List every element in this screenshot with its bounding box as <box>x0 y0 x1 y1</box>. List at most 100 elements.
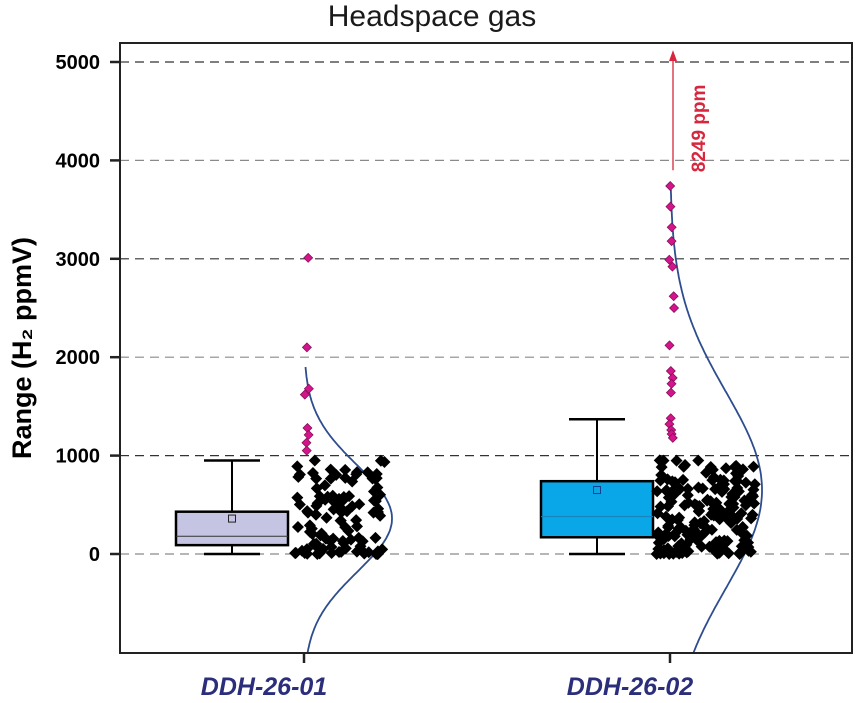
data-point <box>722 547 735 560</box>
data-point <box>719 462 732 475</box>
annotations: 8249 ppm <box>669 50 710 172</box>
data-point <box>725 517 738 530</box>
outlier-point <box>665 387 676 398</box>
outlier-point <box>669 303 680 313</box>
outlier-point <box>664 254 675 265</box>
data-point <box>745 512 758 525</box>
x-tick-label: DDH-26-01 <box>201 673 327 701</box>
data-point <box>337 537 350 550</box>
data-point <box>740 529 753 542</box>
data-point <box>320 511 333 524</box>
data-point <box>728 491 741 504</box>
data-point <box>289 546 302 559</box>
outlier-point <box>667 261 678 272</box>
outlier-point <box>301 437 312 448</box>
outlier-point <box>299 389 310 400</box>
data-point <box>680 546 693 559</box>
data-point <box>303 525 316 538</box>
chart-title: Headspace gas <box>328 0 536 33</box>
outlier-point <box>665 201 676 212</box>
data-point <box>747 460 760 473</box>
box-ddh-26-01 <box>174 459 290 556</box>
y-tick-label: 4000 <box>56 150 101 172</box>
data-point <box>652 536 665 549</box>
data-point <box>692 454 705 467</box>
data-point <box>713 546 726 559</box>
outlier-point <box>666 222 677 233</box>
data-point <box>703 540 716 553</box>
data-point <box>308 454 321 467</box>
data-point <box>310 499 323 512</box>
mean-marker <box>593 486 601 495</box>
data-point <box>291 491 304 504</box>
data-point <box>306 466 319 479</box>
iqr-box <box>174 510 290 547</box>
data-point <box>681 482 694 495</box>
data-point <box>291 521 304 534</box>
data-point <box>291 460 304 473</box>
data-point <box>317 542 330 555</box>
data-point <box>350 514 363 527</box>
y-tick-label: 0 <box>89 544 100 566</box>
y-tick-label: 5000 <box>56 52 101 74</box>
outlier-point <box>303 383 314 394</box>
outlier-point <box>667 432 678 443</box>
data-point <box>378 455 391 468</box>
data-point <box>668 488 681 501</box>
outlier-point <box>665 180 676 191</box>
data-point <box>369 495 382 508</box>
data-point <box>744 545 757 558</box>
data-point <box>301 543 314 556</box>
data-point <box>717 478 730 491</box>
y-tick-label: 2000 <box>56 347 101 369</box>
data-point <box>669 526 682 539</box>
outlier-point <box>668 291 679 302</box>
data-point <box>310 537 323 550</box>
data-point <box>692 505 705 518</box>
outlier-point <box>303 252 314 263</box>
data-point <box>736 463 749 476</box>
data-point <box>651 485 664 498</box>
data-point <box>309 508 322 521</box>
outlier-point <box>665 365 676 376</box>
data-point <box>706 506 719 519</box>
data-point <box>374 509 387 522</box>
data-point <box>707 471 720 484</box>
data-point <box>366 472 379 485</box>
scatter-points <box>289 180 761 560</box>
data-point <box>335 502 348 515</box>
data-point <box>652 526 665 539</box>
outlier-point <box>303 429 314 440</box>
outlier-point <box>301 445 312 456</box>
data-point <box>324 472 337 485</box>
x-tick-label: DDH-26-02 <box>567 673 694 701</box>
data-point <box>327 503 340 516</box>
data-point <box>679 459 692 472</box>
annotation-label: 8249 ppm <box>689 85 710 173</box>
data-point <box>654 474 667 487</box>
box-ddh-26-02 <box>539 417 655 556</box>
data-point <box>701 493 714 506</box>
data-point <box>695 540 708 553</box>
data-point <box>350 468 363 481</box>
data-point <box>339 471 352 484</box>
data-point <box>713 534 726 547</box>
data-point <box>695 529 708 542</box>
data-point <box>705 523 718 536</box>
data-point <box>369 531 382 544</box>
annotation-arrowhead <box>669 50 677 62</box>
data-point <box>371 481 384 494</box>
data-point <box>731 475 744 488</box>
data-point <box>719 508 732 521</box>
data-point <box>735 507 748 520</box>
data-point <box>670 454 683 467</box>
data-point <box>314 529 327 542</box>
data-point <box>358 547 371 560</box>
data-point <box>671 513 684 526</box>
data-point <box>682 496 695 509</box>
data-point <box>721 535 734 548</box>
data-point <box>654 500 667 513</box>
data-point <box>321 490 334 503</box>
data-point <box>748 497 761 510</box>
data-point <box>301 505 314 518</box>
